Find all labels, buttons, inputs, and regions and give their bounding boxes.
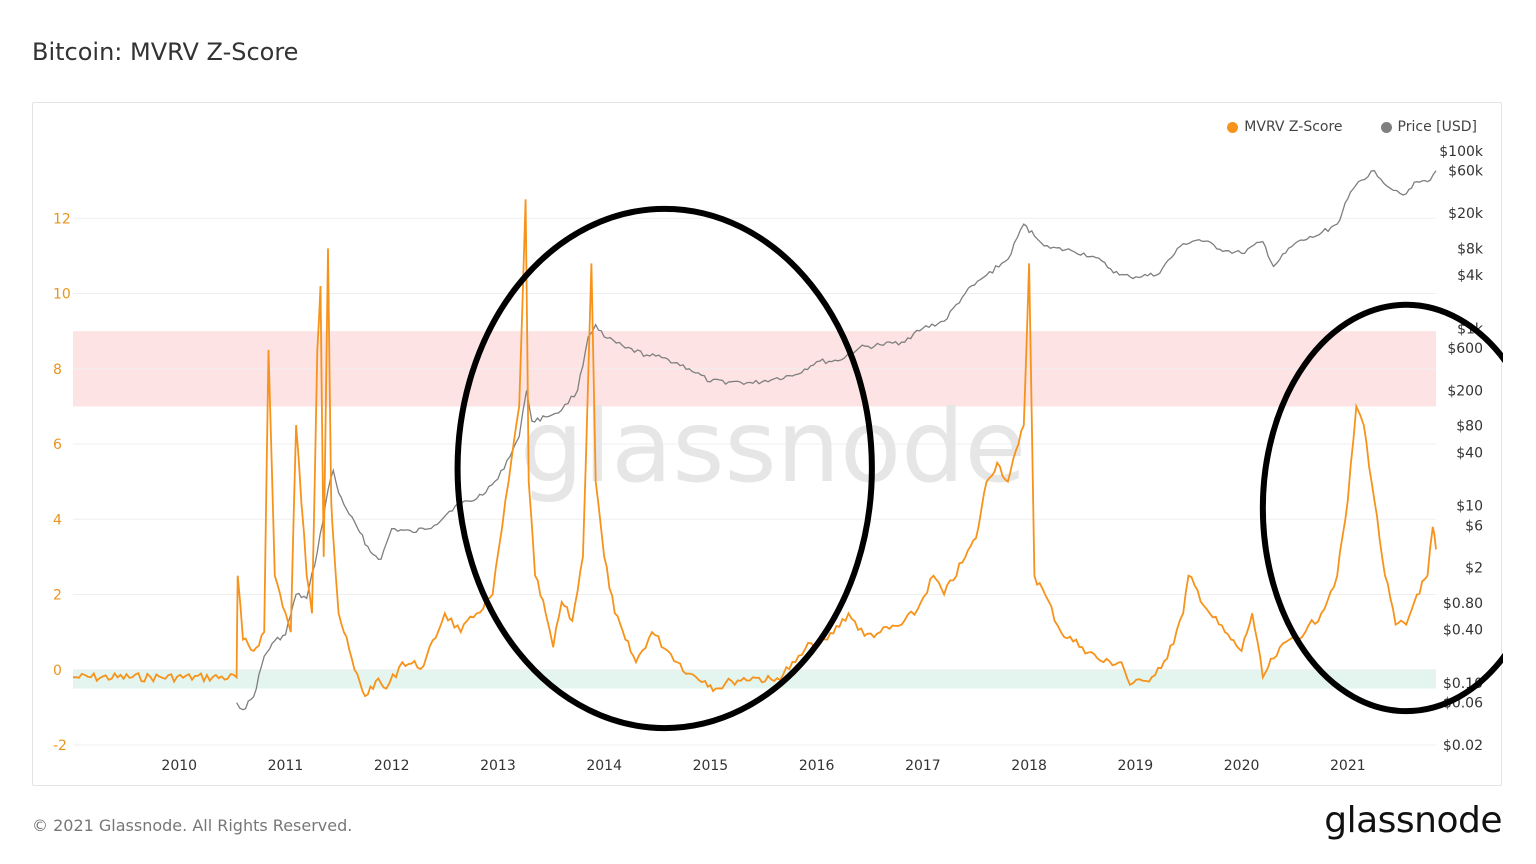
- chart-panel: glassnode -2 0 2 4 6 8 10 12 $0.02 $0.06 $0.10 $0.…: [32, 102, 1503, 786]
- legend: MVRV Z-Score Price [USD]: [1227, 119, 1477, 135]
- x-tick-label: 2013: [480, 758, 516, 774]
- x-tick-label: 2020: [1224, 758, 1260, 774]
- right-tick-label: $6: [1465, 518, 1483, 534]
- left-tick-label: 0: [53, 663, 62, 679]
- x-tick-label: 2019: [1118, 758, 1154, 774]
- x-tick-label: 2016: [799, 758, 835, 774]
- right-tick-label: $600: [1447, 341, 1483, 357]
- left-tick-label: 2: [53, 588, 62, 604]
- left-tick-label: 12: [53, 211, 71, 227]
- right-tick-label: $40: [1456, 445, 1483, 461]
- page-title: Bitcoin: MVRV Z-Score: [32, 38, 299, 66]
- x-tick-label: 2010: [161, 758, 197, 774]
- right-axis: $0.02$0.06$0.10$0.40$0.80$2$6$10$40$80$2…: [1439, 144, 1484, 754]
- x-tick-label: 2015: [693, 758, 729, 774]
- annotation-ellipse-0: [454, 205, 875, 732]
- x-tick-label: 2017: [905, 758, 941, 774]
- right-tick-label: $0.80: [1443, 596, 1483, 612]
- right-tick-label: $200: [1447, 383, 1483, 399]
- left-tick-label: 10: [53, 287, 71, 303]
- legend-item-price[interactable]: Price [USD]: [1380, 119, 1477, 135]
- right-tick-label: $0.02: [1443, 738, 1483, 754]
- left-tick-label: 8: [53, 362, 62, 378]
- right-tick-label: $100k: [1439, 144, 1484, 160]
- left-axis: -2 0 2 4 6 8 10 12: [53, 211, 71, 754]
- legend-label-price: Price [USD]: [1397, 119, 1477, 135]
- left-tick-label: 6: [53, 437, 62, 453]
- glassnode-logo[interactable]: glassnode: [1324, 800, 1502, 841]
- series-zscore-line: [72, 199, 1437, 698]
- right-tick-label: $4k: [1457, 268, 1484, 284]
- x-tick-label: 2018: [1011, 758, 1047, 774]
- right-tick-label: $0.40: [1443, 623, 1483, 639]
- band-1: [73, 669, 1436, 689]
- left-tick-label: 4: [53, 512, 62, 528]
- x-tick-label: 2021: [1330, 758, 1366, 774]
- right-tick-label: $8k: [1457, 241, 1484, 257]
- series-price-line: [236, 170, 1437, 711]
- x-tick-label: 2014: [586, 758, 622, 774]
- right-tick-label: $10: [1456, 499, 1483, 515]
- right-tick-label: $60k: [1448, 164, 1484, 180]
- x-axis: 2010 2011 2012 2013 2014 2015 2016 2017 2018 2019…: [161, 758, 1365, 774]
- legend-item-zscore[interactable]: MVRV Z-Score: [1227, 119, 1343, 135]
- annotations-layer: [454, 205, 1503, 732]
- watermark: glassnode: [520, 388, 1026, 505]
- copyright-text: © 2021 Glassnode. All Rights Reserved.: [32, 816, 353, 835]
- legend-dot-price-icon: [1380, 121, 1392, 133]
- zscore-layer: [72, 199, 1437, 698]
- x-tick-label: 2012: [374, 758, 410, 774]
- right-tick-label: $2: [1465, 561, 1483, 577]
- x-tick-label: 2011: [268, 758, 304, 774]
- left-tick-label: -2: [53, 738, 67, 754]
- legend-label-zscore: MVRV Z-Score: [1244, 119, 1343, 135]
- annotation-ellipse-1: [1259, 301, 1503, 715]
- legend-dot-zscore-icon: [1227, 121, 1239, 133]
- bands-layer: [73, 331, 1436, 689]
- right-tick-label: $80: [1456, 419, 1483, 435]
- right-tick-label: $20k: [1448, 206, 1484, 222]
- price-layer: [236, 170, 1437, 711]
